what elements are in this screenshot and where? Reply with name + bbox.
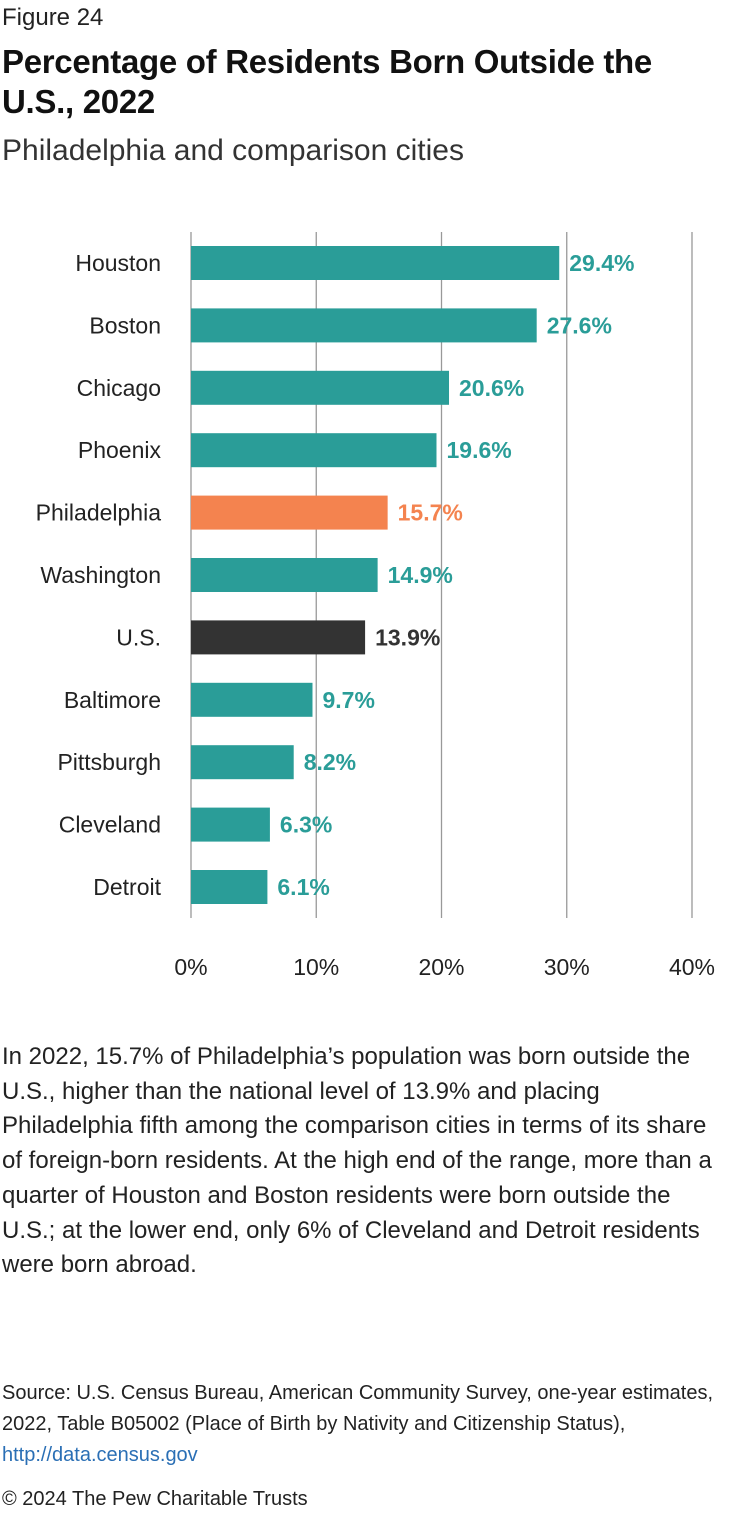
bar-chart: Houston Boston Chicago Phoenix Philadelphia W… <box>36 232 715 980</box>
bar <box>191 495 388 530</box>
value-label: 15.7% <box>398 500 463 526</box>
bar <box>191 308 537 343</box>
category-label: Cleveland <box>59 812 161 838</box>
category-label: Pittsburgh <box>57 749 161 775</box>
value-label: 14.9% <box>388 562 453 588</box>
bar <box>191 433 437 468</box>
x-tick-label: 0% <box>174 954 207 980</box>
category-label: Chicago <box>77 375 161 401</box>
value-label: 8.2% <box>304 749 356 775</box>
bar <box>191 558 378 592</box>
value-label: 19.6% <box>446 437 511 463</box>
value-label: 13.9% <box>375 624 440 650</box>
value-label: 6.3% <box>280 812 332 838</box>
x-axis-ticks: 0% 10% 20% 30% 40% <box>174 954 715 980</box>
value-label: 29.4% <box>569 250 634 276</box>
category-label: Detroit <box>93 874 161 900</box>
bar <box>191 682 313 717</box>
bar <box>191 745 294 780</box>
value-label: 20.6% <box>459 375 524 401</box>
figure-label: Figure 24 <box>2 4 104 31</box>
x-tick-label: 30% <box>544 954 590 980</box>
bar <box>191 807 270 842</box>
category-label: Washington <box>40 562 161 588</box>
source-link[interactable]: http://data.census.gov <box>2 1444 198 1466</box>
category-label: Philadelphia <box>36 500 162 526</box>
category-label: U.S. <box>116 624 161 650</box>
copyright: © 2024 The Pew Charitable Trusts <box>2 1488 308 1510</box>
value-label: 6.1% <box>277 874 329 900</box>
bar <box>191 870 268 904</box>
bars <box>191 246 560 904</box>
body-paragraph: In 2022, 15.7% of Philadelphia’s populat… <box>2 1043 712 1279</box>
category-label: Baltimore <box>64 687 161 713</box>
bar <box>191 370 450 405</box>
category-label: Phoenix <box>78 437 162 463</box>
bar <box>191 246 560 280</box>
value-label: 9.7% <box>322 687 374 713</box>
category-label: Houston <box>75 250 161 276</box>
chart-title: Percentage of Residents Born Outside the… <box>2 43 652 120</box>
chart-subtitle: Philadelphia and comparison cities <box>2 134 464 167</box>
source-note: Source: U.S. Census Bureau, American Com… <box>2 1378 730 1471</box>
grid-lines <box>190 232 693 918</box>
value-labels: 29.4% 27.6% 20.6% 19.6% 15.7% 14.9% 13.9% 9.7% 8… <box>277 250 634 900</box>
x-tick-label: 10% <box>293 954 339 980</box>
value-label: 27.6% <box>547 312 612 338</box>
category-labels: Houston Boston Chicago Phoenix Philadelphia W… <box>36 250 162 900</box>
bar <box>191 620 366 655</box>
x-tick-label: 40% <box>669 954 715 980</box>
source-text: Source: U.S. Census Bureau, American Com… <box>2 1382 714 1435</box>
x-tick-label: 20% <box>418 954 464 980</box>
category-label: Boston <box>89 312 161 338</box>
